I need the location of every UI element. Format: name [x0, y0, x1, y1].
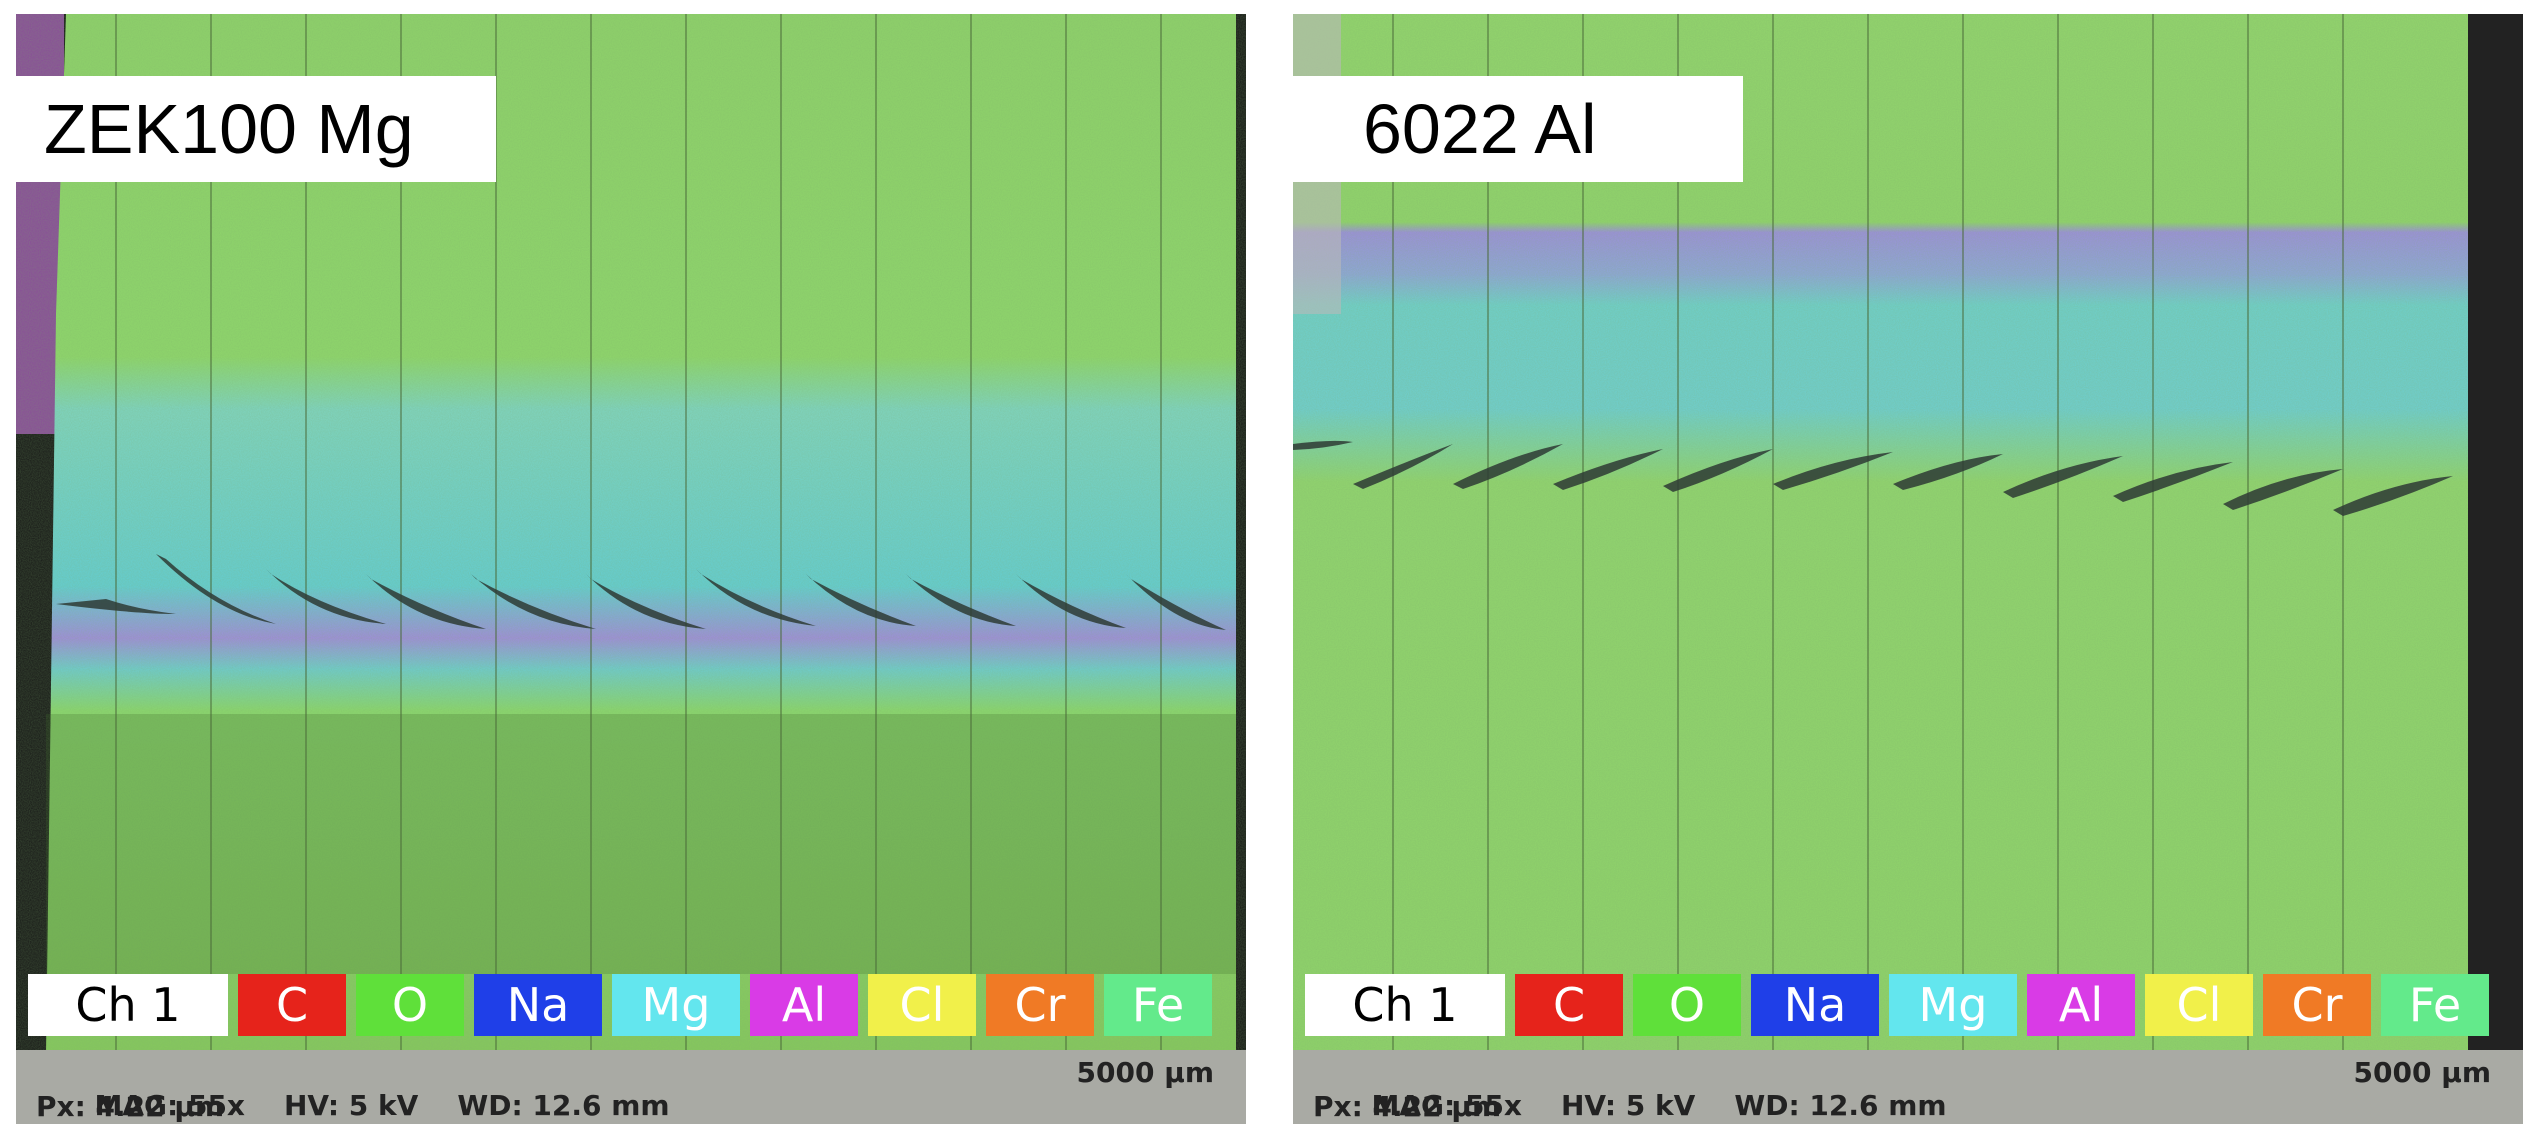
scale-bar-label: 5000 µm [2353, 1056, 2491, 1089]
sample-title: 6022 Al [1293, 76, 1743, 182]
magnification: MAG: 55x [1371, 1089, 1523, 1122]
legend-chip-ch1: Ch 1 [28, 974, 228, 1036]
legend-chip-o: O [1633, 974, 1741, 1036]
legend-chip-c: C [1515, 974, 1623, 1036]
working-distance: WD: 12.6 mm [457, 1089, 670, 1122]
legend-chip-fe: Fe [2381, 974, 2489, 1036]
sample-title: ZEK100 Mg [16, 76, 496, 182]
legend-chip-al: Al [750, 974, 858, 1036]
legend-chip-cl: Cl [868, 974, 976, 1036]
pixel-size: Px: 4.22 µm [36, 1090, 225, 1123]
element-legend: Ch 1 C O Na Mg Al Cl Cr Fe [28, 974, 1212, 1036]
legend-chip-mg: Mg [1889, 974, 2017, 1036]
element-legend: Ch 1 C O Na Mg Al Cl Cr Fe [1305, 974, 2489, 1036]
sem-info-bar: MAG: 55x HV: 5 kV WD: 12.6 mm Px: 4.22 µ… [16, 1050, 1246, 1124]
legend-chip-cr: Cr [986, 974, 1094, 1036]
legend-chip-o: O [356, 974, 464, 1036]
eds-elemental-map-image [16, 14, 1246, 1124]
working-distance: WD: 12.6 mm [1734, 1089, 1947, 1122]
eds-elemental-map-image [1293, 14, 2523, 1124]
legend-chip-na: Na [474, 974, 602, 1036]
legend-chip-fe: Fe [1104, 974, 1212, 1036]
legend-chip-cl: Cl [2145, 974, 2253, 1036]
legend-chip-na: Na [1751, 974, 1879, 1036]
scale-bar-label: 5000 µm [1076, 1056, 1214, 1089]
legend-chip-mg: Mg [612, 974, 740, 1036]
sem-info-bar: MAG: 55x HV: 5 kV WD: 12.6 mm Px: 4.22 µ… [1293, 1050, 2523, 1124]
legend-chip-al: Al [2027, 974, 2135, 1036]
pixel-size: Px: 4.22 µm [1313, 1090, 1502, 1123]
legend-chip-ch1: Ch 1 [1305, 974, 1505, 1036]
legend-chip-c: C [238, 974, 346, 1036]
magnification: MAG: 55x [94, 1089, 246, 1122]
high-voltage: HV: 5 kV [284, 1089, 419, 1122]
eds-map-panel-6022: 6022 Al Ch 1 C O Na Mg Al Cl Cr Fe MAG: … [1293, 14, 2523, 1124]
high-voltage: HV: 5 kV [1561, 1089, 1696, 1122]
eds-map-panel-zek100: ZEK100 Mg Ch 1 C O Na Mg Al Cl Cr Fe MAG… [16, 14, 1246, 1124]
legend-chip-cr: Cr [2263, 974, 2371, 1036]
